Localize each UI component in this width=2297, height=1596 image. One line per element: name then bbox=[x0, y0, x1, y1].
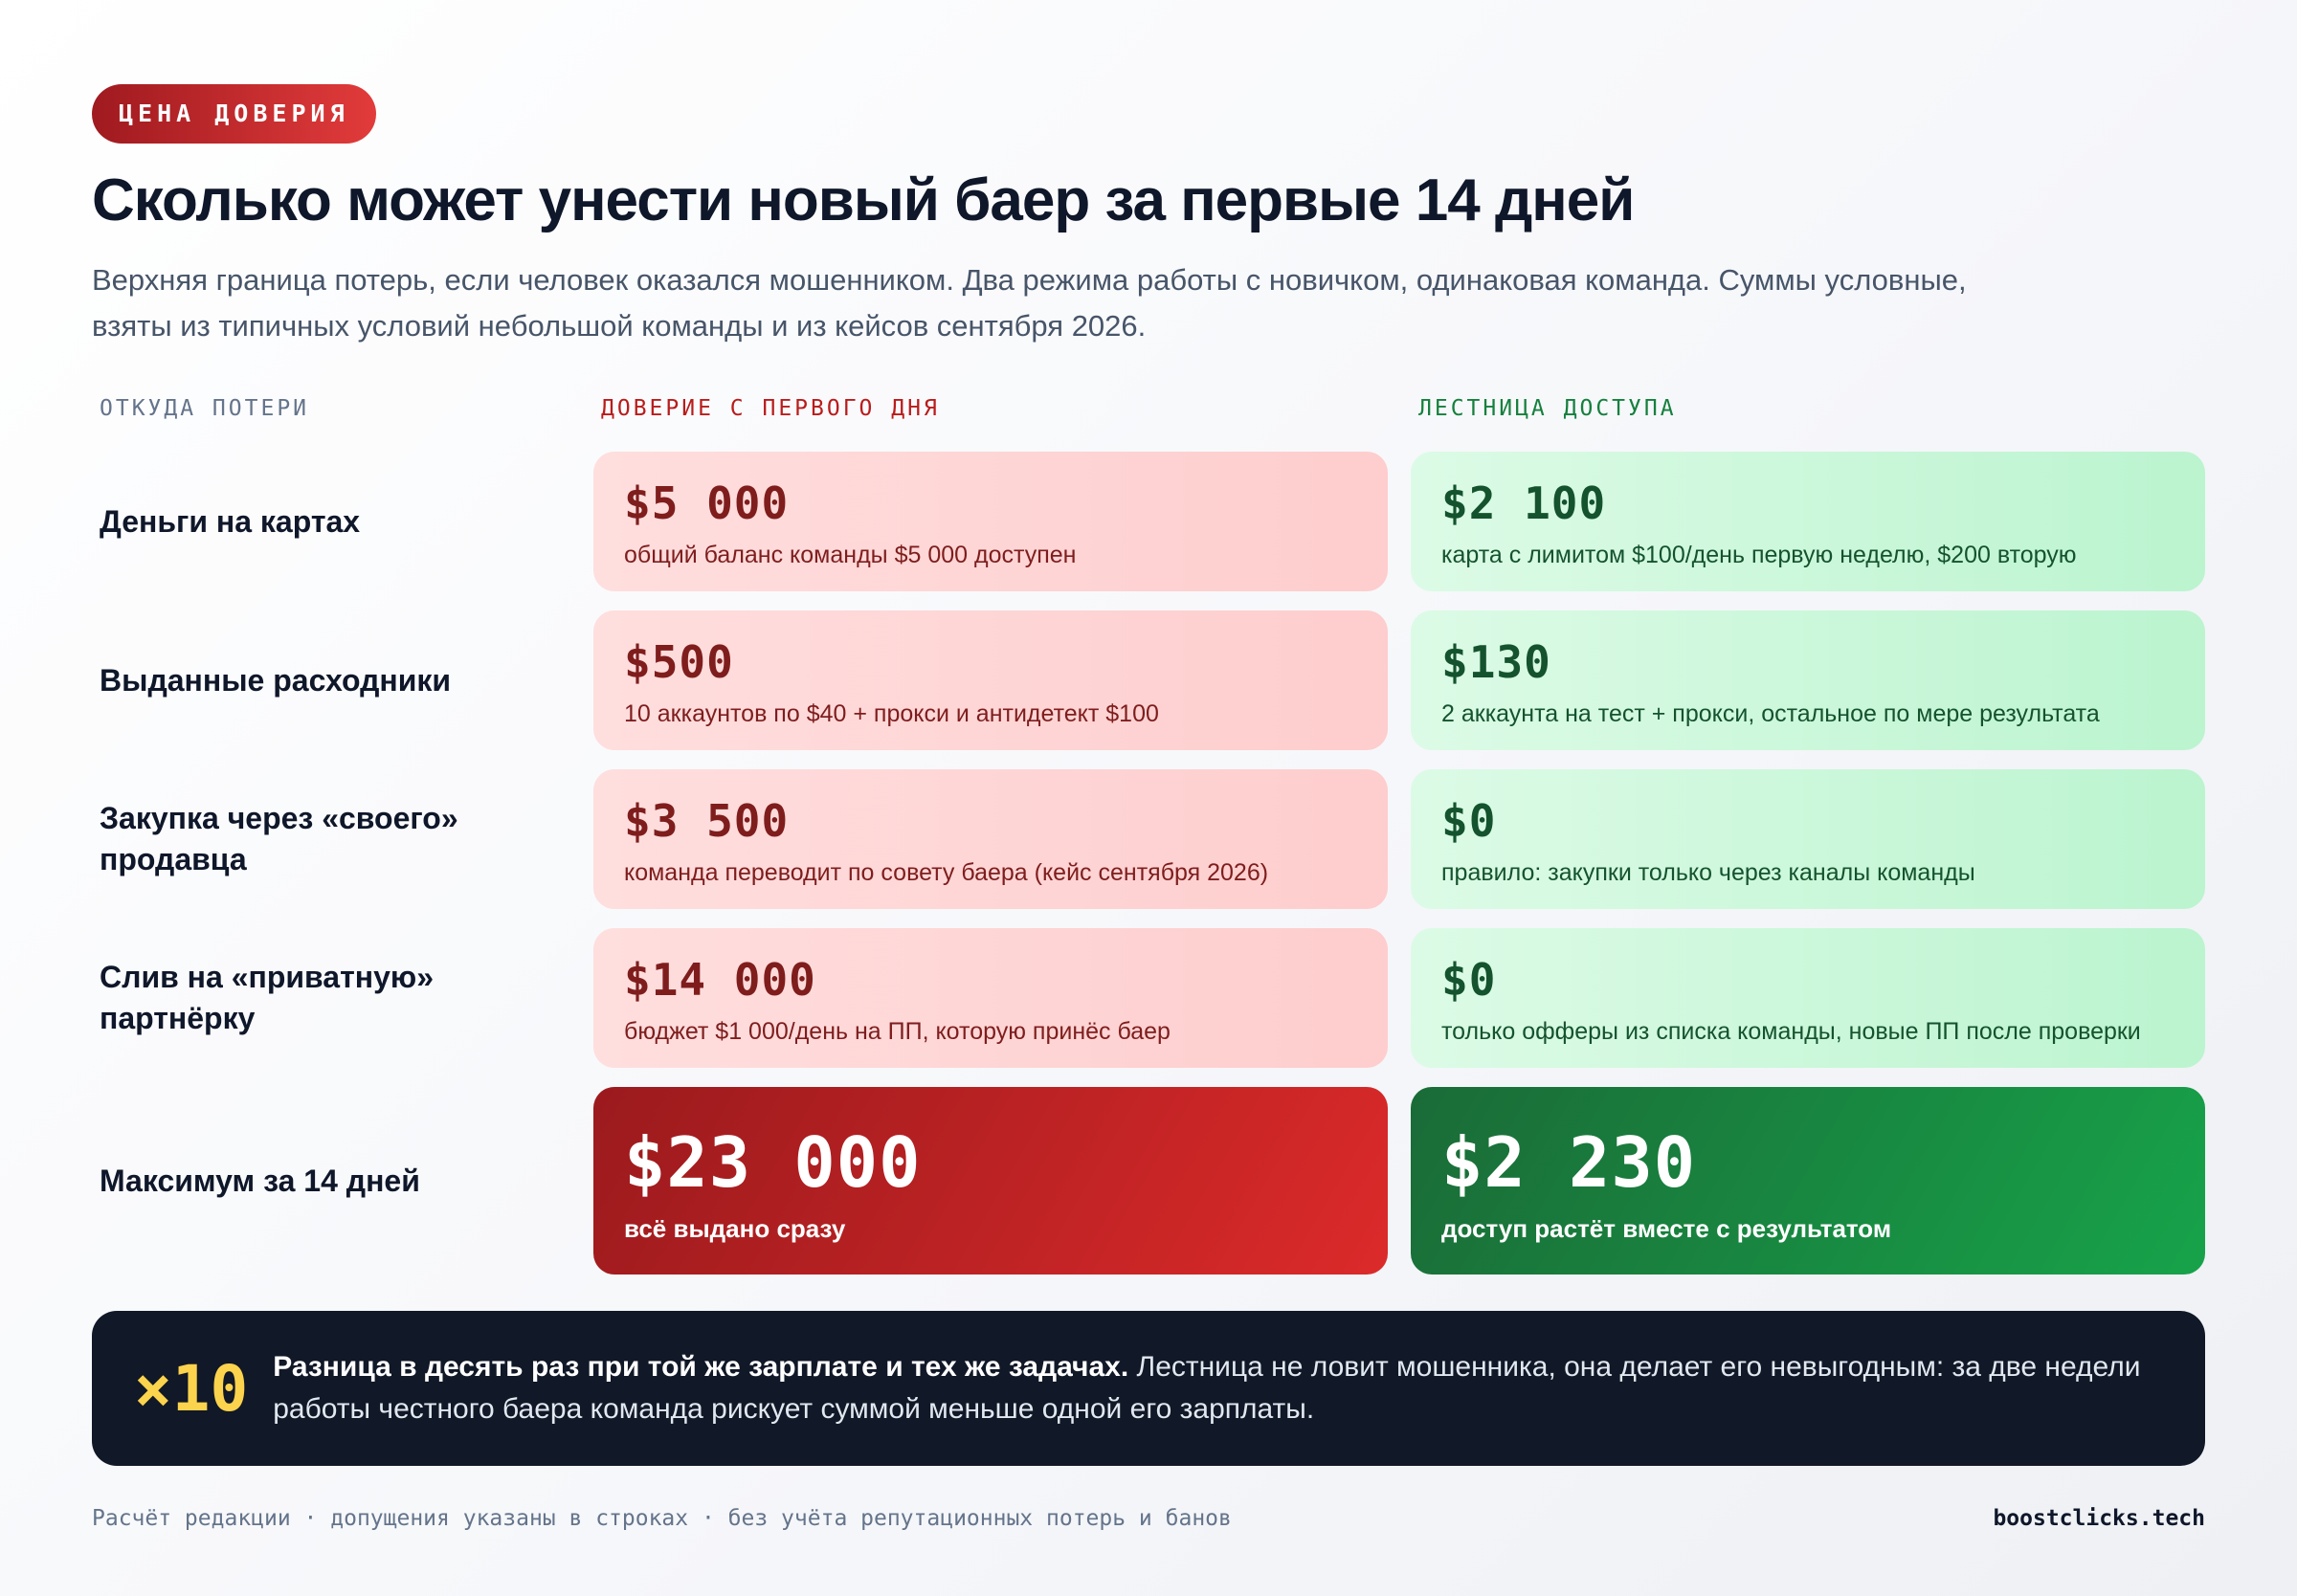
row-label: Выданные расходники bbox=[100, 662, 452, 698]
trust-amount: $3 500 bbox=[624, 795, 790, 847]
multiplier-badge: ×10 bbox=[134, 1351, 249, 1426]
table-row: Выданные расходники $500 10 аккаунтов по… bbox=[92, 610, 2205, 750]
comparison-table: Деньги на картах $5 000 общий баланс ком… bbox=[92, 452, 2205, 1275]
ladder-total-amount: $2 230 bbox=[1441, 1122, 1697, 1203]
ladder-total-cell: $2 230 доступ растёт вместе с результато… bbox=[1411, 1087, 2205, 1275]
trust-note: 10 аккаунтов по $40 + прокси и антидетек… bbox=[624, 700, 1159, 727]
page-subtitle: Верхняя граница потерь, если человек ока… bbox=[92, 263, 1967, 344]
summary-callout: ×10 Разница в десять раз при той же зарп… bbox=[92, 1311, 2205, 1466]
trust-amount: $14 000 bbox=[624, 954, 816, 1006]
trust-note: общий баланс команды $5 000 доступен bbox=[624, 542, 1077, 568]
trust-total-cell: $23 000 всё выдано сразу bbox=[593, 1087, 1388, 1275]
callout-body-text: Лестница не ловит мошенника, она делает … bbox=[273, 1351, 2141, 1425]
ladder-cell: $2 100 карта с лимитом $100/день первую … bbox=[1411, 452, 2205, 591]
row-label: Слив на «приватную» партнёрку bbox=[100, 960, 434, 1035]
table-row: Деньги на картах $5 000 общий баланс ком… bbox=[92, 452, 2205, 591]
table-row: Слив на «приватную» партнёрку $14 000 бю… bbox=[92, 928, 2205, 1068]
trust-note: бюджет $1 000/день на ПП, которую принёс… bbox=[624, 1018, 1171, 1045]
trust-total-note: всё выдано сразу bbox=[624, 1214, 846, 1243]
ladder-cell: $0 правило: закупки только через каналы … bbox=[1411, 769, 2205, 909]
ladder-note: карта с лимитом $100/день первую неделю,… bbox=[1441, 542, 2077, 568]
column-headers: ОТКУДА ПОТЕРИ ДОВЕРИЕ С ПЕРВОГО ДНЯ ЛЕСТ… bbox=[92, 396, 2205, 425]
page-title: Сколько может унести новый баер за первы… bbox=[92, 167, 1635, 233]
trust-cell: $5 000 общий баланс команды $5 000 досту… bbox=[593, 452, 1388, 591]
ladder-amount: $0 bbox=[1441, 795, 1497, 847]
trust-amount: $500 bbox=[624, 636, 734, 688]
ladder-cell: $0 только офферы из списка команды, новы… bbox=[1411, 928, 2205, 1068]
row-label: Закупка через «своего» продавца bbox=[100, 801, 458, 876]
trust-cell: $3 500 команда переводит по совету баера… bbox=[593, 769, 1388, 909]
trust-amount: $5 000 bbox=[624, 477, 790, 529]
total-label: Максимум за 14 дней bbox=[100, 1163, 420, 1198]
ladder-total-note: доступ растёт вместе с результатом bbox=[1441, 1214, 1892, 1243]
trust-total-amount: $23 000 bbox=[624, 1122, 922, 1203]
trust-note: команда переводит по совету баера (кейс … bbox=[624, 859, 1269, 886]
category-badge: ЦЕНА ДОВЕРИЯ bbox=[92, 84, 376, 144]
row-label: Деньги на картах bbox=[100, 503, 361, 539]
ladder-note: только офферы из списка команды, новые П… bbox=[1441, 1018, 2141, 1045]
ladder-amount: $2 100 bbox=[1441, 477, 1607, 529]
column-header-trust: ДОВЕРИЕ С ПЕРВОГО ДНЯ bbox=[601, 396, 940, 421]
total-row: Максимум за 14 дней $23 000 всё выдано с… bbox=[92, 1087, 2205, 1275]
footer-note: Расчёт редакции · допущения указаны в ст… bbox=[92, 1506, 1232, 1531]
trust-cell: $14 000 бюджет $1 000/день на ПП, котору… bbox=[593, 928, 1388, 1068]
ladder-note: 2 аккаунта на тест + прокси, остальное п… bbox=[1441, 700, 2100, 727]
ladder-amount: $0 bbox=[1441, 954, 1497, 1006]
footer: Расчёт редакции · допущения указаны в ст… bbox=[92, 1506, 2205, 1541]
column-header-ladder: ЛЕСТНИЦА ДОСТУПА bbox=[1418, 396, 1677, 421]
ladder-cell: $130 2 аккаунта на тест + прокси, осталь… bbox=[1411, 610, 2205, 750]
column-header-source: ОТКУДА ПОТЕРИ bbox=[100, 396, 310, 421]
callout-text: Разница в десять раз при той же зарплате… bbox=[273, 1346, 2163, 1430]
footer-site: boostclicks.tech bbox=[1993, 1506, 2205, 1531]
page: ЦЕНА ДОВЕРИЯ Сколько может унести новый … bbox=[92, 84, 2205, 1531]
trust-cell: $500 10 аккаунтов по $40 + прокси и анти… bbox=[593, 610, 1388, 750]
table-row: Закупка через «своего» продавца $3 500 к… bbox=[92, 769, 2205, 909]
ladder-note: правило: закупки только через каналы ком… bbox=[1441, 859, 1975, 886]
callout-bold-text: Разница в десять раз при той же зарплате… bbox=[273, 1351, 1129, 1383]
ladder-amount: $130 bbox=[1441, 636, 1551, 688]
